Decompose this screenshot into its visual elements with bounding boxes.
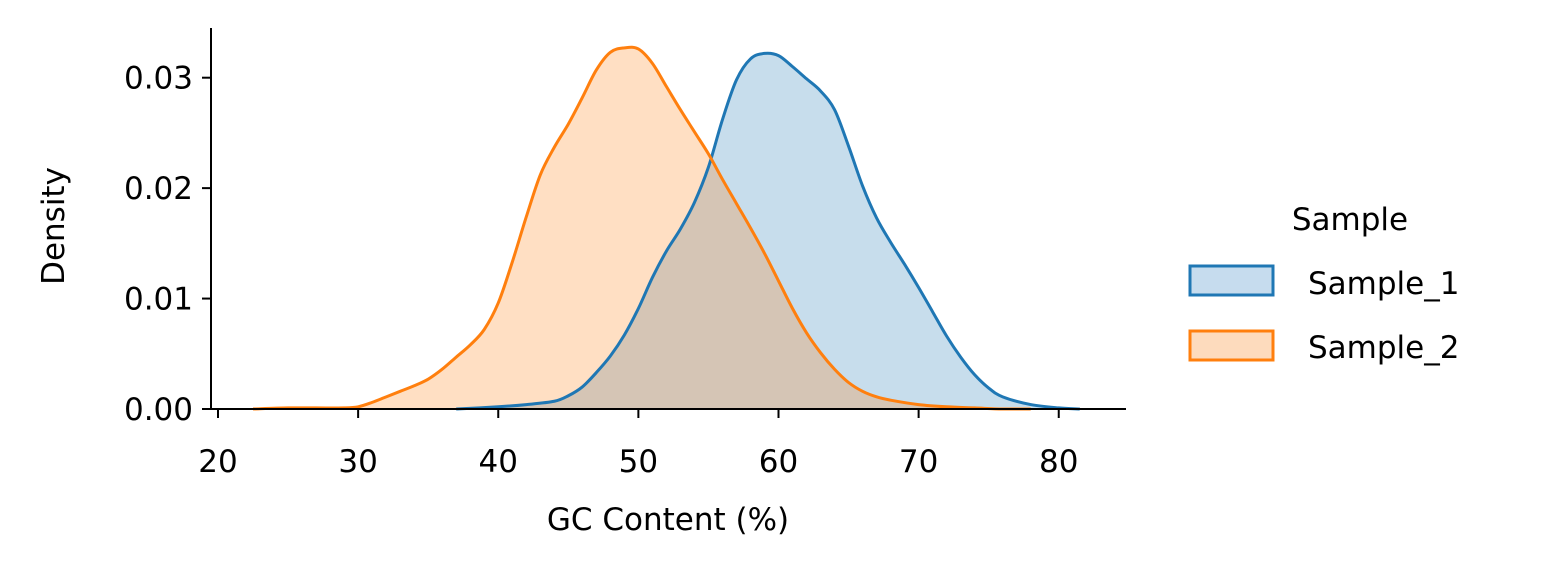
density-line-sample-2 bbox=[252, 45, 1031, 411]
y-tick-label: 0.01 bbox=[124, 282, 193, 318]
x-tick-label: 50 bbox=[619, 444, 658, 480]
axes bbox=[210, 28, 1126, 410]
x-tick-label: 20 bbox=[198, 444, 237, 480]
x-tick-label: 30 bbox=[338, 444, 377, 480]
density-fill-group bbox=[253, 47, 1080, 410]
y-tick-label: 0.00 bbox=[124, 392, 193, 428]
x-tick-label: 80 bbox=[1039, 444, 1078, 480]
x-ticks: 20 30 40 50 60 70 80 bbox=[198, 409, 1078, 480]
y-ticks: 0.00 0.01 0.02 0.03 bbox=[124, 61, 211, 428]
x-tick-label: 60 bbox=[759, 444, 798, 480]
legend-item-sample-1: Sample_1 bbox=[1188, 264, 1459, 302]
legend-label-sample-2: Sample_2 bbox=[1308, 330, 1459, 366]
density-area-sample-2 bbox=[253, 47, 1031, 410]
legend-label-sample-1: Sample_1 bbox=[1308, 266, 1459, 302]
legend-title: Sample bbox=[1292, 202, 1408, 238]
x-tick-label: 40 bbox=[479, 444, 518, 480]
density-line-sample-1 bbox=[456, 51, 1080, 411]
legend-item-sample-2: Sample_2 bbox=[1188, 329, 1459, 366]
legend-swatch-sample-1 bbox=[1188, 264, 1275, 297]
y-tick-label: 0.03 bbox=[124, 61, 193, 97]
x-tick-label: 70 bbox=[899, 444, 938, 480]
x-axis-title: GC Content (%) bbox=[547, 502, 789, 538]
legend: Sample Sample_1 Sample_2 bbox=[1188, 202, 1459, 366]
density-area-sample-1 bbox=[456, 53, 1080, 410]
legend-swatch-sample-2 bbox=[1188, 329, 1275, 362]
density-line-group bbox=[252, 45, 1080, 411]
y-axis-title: Density bbox=[36, 167, 72, 285]
y-tick-label: 0.02 bbox=[124, 171, 193, 207]
